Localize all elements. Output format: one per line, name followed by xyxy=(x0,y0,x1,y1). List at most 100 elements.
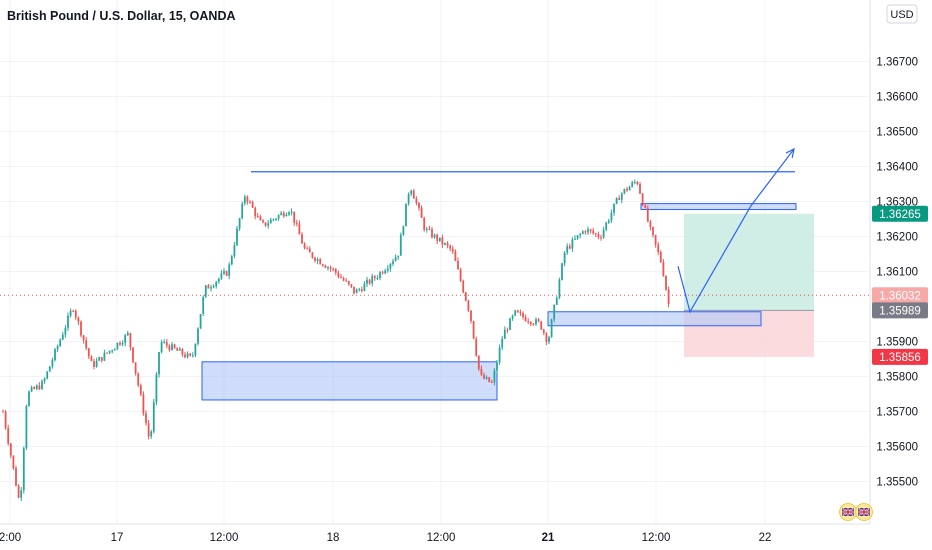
candle-body xyxy=(399,234,402,256)
candle-body xyxy=(397,255,400,258)
candle-body xyxy=(303,243,306,249)
candle-body xyxy=(46,371,49,379)
candle-body xyxy=(384,270,387,274)
candle-body xyxy=(449,245,452,249)
time-tick-label: 12:00 xyxy=(427,532,456,544)
take-profit-label-text: 1.36265 xyxy=(879,209,921,221)
candle-body xyxy=(308,248,311,253)
candle-body xyxy=(358,289,361,291)
candle-body xyxy=(290,211,293,213)
candle-body xyxy=(490,381,493,383)
candle-body xyxy=(12,455,15,469)
candle-body xyxy=(584,231,587,233)
supply-zone[interactable] xyxy=(640,203,797,211)
candle-body xyxy=(472,321,475,339)
candle-body xyxy=(324,265,327,268)
candle-body xyxy=(80,321,82,336)
candle-body xyxy=(574,238,576,240)
candle-body xyxy=(626,188,628,191)
projection-path[interactable] xyxy=(677,148,795,314)
demand-zone-1[interactable] xyxy=(201,361,498,401)
candle-body xyxy=(269,219,272,224)
candle-body xyxy=(618,197,621,200)
candle-body xyxy=(454,251,457,261)
candle-body xyxy=(555,297,558,305)
candle-body xyxy=(350,284,353,287)
candle-body xyxy=(155,374,158,403)
candle-body xyxy=(353,286,355,294)
candle-body xyxy=(212,286,215,288)
candle-body xyxy=(379,272,381,278)
candle-body xyxy=(420,207,423,218)
candle-body xyxy=(134,362,137,374)
price-tick-label: 1.35900 xyxy=(876,337,918,349)
candle-body xyxy=(316,259,319,261)
candle-body xyxy=(428,228,431,230)
candle-body xyxy=(667,289,670,304)
candle-body xyxy=(373,276,376,279)
candle-body xyxy=(277,215,280,219)
candle-body xyxy=(431,229,433,238)
candle-body xyxy=(553,304,556,320)
candle-body xyxy=(485,377,488,379)
candle-body xyxy=(93,361,95,367)
candle-body xyxy=(197,328,199,344)
candle-body xyxy=(347,281,350,285)
currency-button[interactable]: USD xyxy=(886,4,918,24)
candle-body xyxy=(329,267,332,269)
candle-body xyxy=(20,490,23,498)
candle-body xyxy=(662,262,665,276)
candle-body xyxy=(602,229,605,238)
candle-body xyxy=(189,353,192,356)
candle-body xyxy=(332,268,335,270)
candle-body xyxy=(311,252,314,258)
candle-body xyxy=(285,214,288,217)
candle-body xyxy=(288,212,290,215)
candle-body xyxy=(319,259,322,265)
candle-body xyxy=(61,334,64,340)
candle-body xyxy=(28,391,30,406)
candle-body xyxy=(158,352,160,375)
candle-body xyxy=(280,212,283,216)
time-tick-label: 2:00 xyxy=(0,532,21,544)
demand-zone-2[interactable] xyxy=(547,311,762,327)
candle-body xyxy=(165,341,168,346)
candle-body xyxy=(597,234,600,238)
take-profit-area[interactable] xyxy=(684,213,814,311)
candle-body xyxy=(98,357,101,361)
candle-body xyxy=(30,387,33,392)
candle-body xyxy=(519,312,522,314)
candle-body xyxy=(563,252,566,264)
candle-body xyxy=(600,237,602,239)
candle-body xyxy=(654,235,657,245)
candle-body xyxy=(381,272,384,274)
candle-body xyxy=(215,281,218,287)
candle-body xyxy=(433,234,436,238)
candle-body xyxy=(649,221,652,227)
candle-body xyxy=(2,411,4,413)
candle-body xyxy=(85,340,88,349)
candle-body xyxy=(605,222,608,230)
candle-body xyxy=(418,202,420,208)
candle-body xyxy=(607,220,610,223)
candle-body xyxy=(613,203,615,213)
candle-body xyxy=(25,405,28,449)
candle-body xyxy=(532,323,535,325)
candle-body xyxy=(659,252,662,263)
entry-price-label-text: 1.35989 xyxy=(879,305,921,317)
projection-arrow-head xyxy=(785,147,795,158)
candle-body xyxy=(298,223,301,235)
candle-body xyxy=(246,196,249,202)
price-tick-label: 1.36600 xyxy=(876,92,918,104)
candle-body xyxy=(56,346,59,350)
candle-body xyxy=(529,321,532,324)
candle-body xyxy=(506,329,509,331)
candle-body xyxy=(360,289,363,292)
candle-body xyxy=(366,279,368,284)
candle-body xyxy=(501,338,504,348)
candle-body xyxy=(90,356,93,362)
candle-body xyxy=(464,292,467,301)
candle-body xyxy=(7,427,10,444)
